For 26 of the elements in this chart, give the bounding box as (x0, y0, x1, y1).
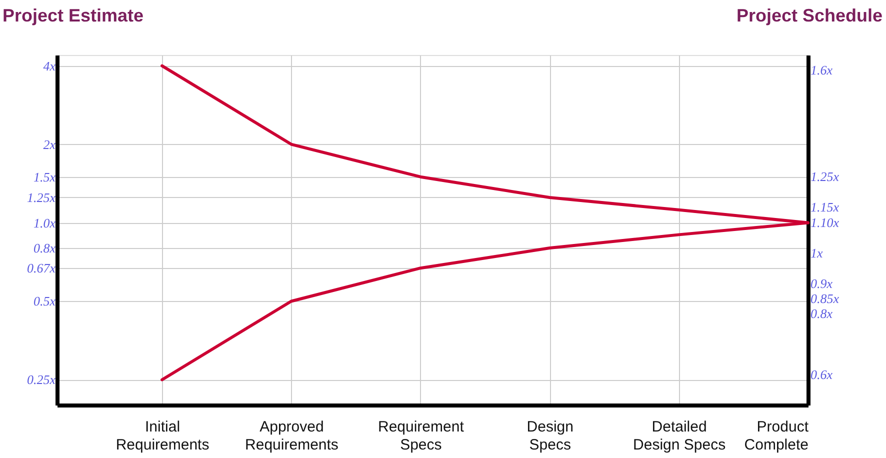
x-tick-label: Detailed Design Specs (633, 418, 726, 454)
y-tick-label: 1.0x (33, 215, 56, 230)
y2-tick-label: 0.9x (810, 276, 833, 291)
y2-tick-label: 0.6x (810, 367, 833, 382)
x-tick-label: Requirement Specs (378, 418, 465, 454)
x-tick-label: Product Complete (744, 418, 810, 454)
x-tick-label: Design Specs (526, 418, 574, 454)
y-tick-label: 0.8x (33, 240, 56, 256)
y-tick-label: 1.25x (26, 190, 56, 205)
y-tick-label: 0.25x (26, 372, 56, 388)
x-tick-label: Initial Requirements (116, 418, 210, 454)
y2-tick-label: 1.6x (810, 62, 833, 78)
x-tick-label: Approved Requirements (245, 418, 338, 454)
y-axis-title: Project Estimate (2, 6, 144, 26)
y-tick-label: 1.5x (33, 169, 56, 184)
y-tick-label: 2x (43, 136, 56, 152)
y2-tick-label: 1.10x (810, 214, 840, 230)
y2-tick-label: 0.8x (810, 306, 833, 322)
y-tick-label: 0.67x (26, 260, 56, 276)
y2-tick-label: 1x (810, 245, 823, 260)
y2-tick-label: 1.15x (810, 200, 840, 215)
y2-tick-label: 0.85x (810, 290, 840, 306)
y2-tick-label: 1.25x (810, 169, 840, 184)
y-tick-label: 4x (43, 58, 56, 74)
y2-axis-title: Project Schedule (736, 6, 882, 26)
y-tick-label: 0.5x (33, 294, 56, 309)
